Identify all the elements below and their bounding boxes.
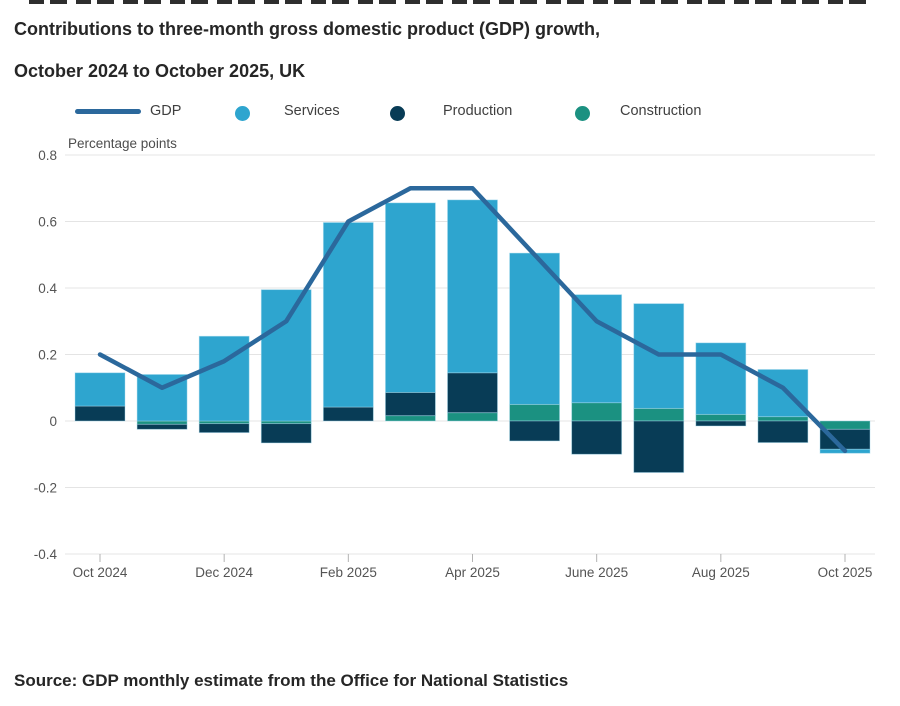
bar-segment-services [509,252,560,405]
bar-segment-production [757,420,809,444]
x-tick-label: Dec 2024 [195,565,253,580]
bar-segment-services [447,199,498,374]
bar-segment-construction [447,412,498,422]
legend-item-construction[interactable]: Construction [620,103,702,119]
bar-segment-production [385,392,436,417]
bar-segment-production [136,423,188,430]
y-tick-label: 0.8 [38,148,57,163]
bar-segment-production [260,423,312,444]
bar-segment-services [74,372,126,407]
bar-segment-production [695,420,747,427]
x-axis: Oct 2024 Dec 2024 Feb 2025 Apr 2025 June 202… [73,554,873,580]
stacked-bar-line-chart: 0.8 0.6 0.4 0.2 0 -0.2 -0.4 Oct 2024 Dec 2024 Feb… [34,148,875,580]
x-tick-label: Oct 2024 [73,565,128,580]
production-dot-icon [390,106,405,121]
bar-segment-construction [819,420,871,430]
stacked-bars [74,199,871,473]
chart-title: Contributions to three-month gross domes… [14,8,874,92]
bar-segment-construction [385,415,436,422]
y-tick-label: -0.2 [34,481,57,496]
x-tick-label: Oct 2025 [818,565,873,580]
bar-segment-production [198,423,250,434]
bar-segment-services [571,294,623,404]
chart-title-line1: Contributions to three-month gross domes… [14,19,600,39]
y-tick-label: -0.4 [34,547,58,562]
bar-segment-construction [571,402,623,422]
source-attribution: Source: GDP monthly estimate from the Of… [14,671,569,690]
legend-item-production[interactable]: Production [443,103,513,119]
x-tick-label: Apr 2025 [445,565,500,580]
services-dot-icon [235,106,250,121]
bar-segment-construction [757,416,809,422]
bar-segment-construction [509,403,560,422]
bar-segment-services [322,222,374,408]
cropped-text-artifact-strip [29,0,875,4]
bar-segment-production [322,406,374,422]
bar-segment-production [571,420,623,455]
x-tick-label: Feb 2025 [320,565,377,580]
gdp-line-swatch-icon [75,109,141,114]
bar-segment-production [633,420,685,473]
bar-segment-services [385,202,436,393]
bar-segment-services [757,369,809,418]
y-tick-label: 0.6 [38,215,57,230]
y-axis-unit-label: Percentage points [68,136,177,151]
y-tick-label: 0.2 [38,348,57,363]
y-tick-label: 0.4 [38,281,57,296]
bar-segment-production [509,420,560,442]
gdp-line [97,186,848,454]
x-tick-label: June 2025 [565,565,628,580]
legend-item-services[interactable]: Services [284,103,340,119]
bar-segment-production [447,372,498,414]
bar-segment-services [260,289,312,422]
bar-segment-production [74,405,126,422]
x-tick-label: Aug 2025 [692,565,750,580]
bar-segment-construction [695,413,747,422]
chart-title-line2: October 2024 to October 2025, UK [14,61,306,81]
bar-segment-construction [136,420,188,425]
legend-item-gdp[interactable]: GDP [150,103,182,119]
construction-dot-icon [575,106,590,121]
bar-segment-construction [633,407,685,422]
y-tick-label: 0 [49,414,57,429]
